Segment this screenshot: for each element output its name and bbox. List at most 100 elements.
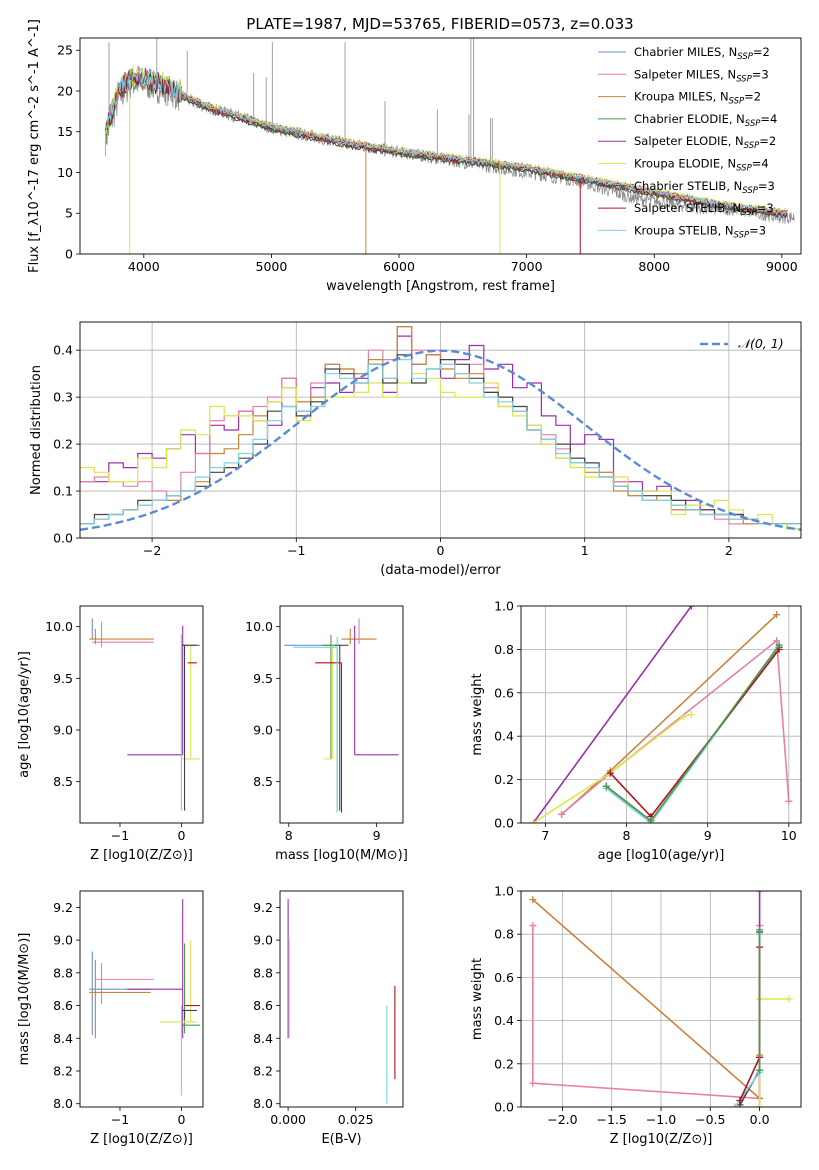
y-tick-label: 8.2: [253, 1064, 273, 1079]
weight-point: [529, 922, 537, 930]
weight-series-line: [532, 713, 692, 823]
y-tick-label: 0.4: [494, 729, 514, 744]
y-tick-label: 8.0: [253, 1096, 273, 1111]
y-tick-label: 25: [57, 43, 73, 58]
axes-frame: [79, 321, 802, 539]
legend-entry: Kroupa MILES, NSSP=2: [634, 90, 761, 107]
axes-frame: [520, 605, 802, 824]
x-tick-label: 9: [704, 828, 712, 843]
y-tick-label: 8.2: [53, 1064, 73, 1079]
y-tick-label: 0.8: [494, 642, 514, 657]
weight-series-line: [605, 644, 780, 822]
weight-point: [602, 782, 610, 790]
x-axis-label: Z [log10(Z/Z⊙)]: [90, 1132, 193, 1147]
x-tick-label: −1.5: [597, 1112, 627, 1127]
legend-entry: Salpeter ELODIE, NSSP=2: [634, 134, 776, 151]
x-tick-label: 8: [285, 828, 293, 843]
x-tick-label: 0: [177, 828, 185, 843]
x-tick-label: 0.025: [338, 1112, 374, 1127]
weight-series-line: [609, 648, 780, 818]
x-axis-label: age [log10(age/yr)]: [598, 848, 725, 863]
y-tick-label: 8.5: [253, 774, 273, 789]
y-tick-label: 10.0: [245, 619, 273, 634]
panel-residuals: −2 −1 0 1 2 0.0 0.1 0.2 0.3 0.4 (data-model)/error…: [29, 321, 802, 578]
legend-entry: Chabrier STELIB, NSSP=3: [634, 179, 775, 196]
y-axis-label: age [log10(age/yr)]: [17, 651, 32, 778]
weight-point: [529, 819, 537, 823]
weight-series-line: [532, 606, 693, 823]
x-axis-label: (data-model)/error: [380, 563, 501, 578]
weight-point: [773, 611, 781, 619]
x-tick-label: 2: [725, 543, 733, 558]
legend-entry: Kroupa STELIB, NSSP=3: [634, 223, 766, 240]
weight-point: [731, 1103, 739, 1107]
y-tick-label: 0.0: [53, 531, 73, 546]
y-tick-label: 8.4: [253, 1031, 273, 1046]
x-tick-label: 5000: [256, 259, 288, 274]
weight-point: [558, 810, 566, 818]
plot-area: [529, 891, 793, 1107]
y-tick-label: 0.0: [494, 816, 514, 831]
weight-point: [736, 1097, 744, 1105]
figure-title: PLATE=1987, MJD=53765, FIBERID=0573, z=0…: [246, 15, 633, 33]
x-tick-label: 7: [541, 828, 549, 843]
x-tick-label: 8000: [638, 259, 670, 274]
y-tick-label: 0.0: [494, 1100, 514, 1115]
legend-entry: Salpeter STELIB, NSSP=3: [634, 201, 774, 218]
x-tick-label: −1: [111, 1112, 129, 1127]
y-tick-label: 0: [65, 247, 73, 262]
weight-point: [687, 606, 695, 610]
axes-frame: [520, 890, 802, 1108]
weight-point: [775, 641, 783, 649]
weight-series-line: [532, 898, 761, 1101]
x-axis-label: Z [log10(Z/Z⊙)]: [90, 848, 193, 863]
histogram-series: [80, 359, 801, 525]
y-axis-label: Normed distribution: [29, 365, 44, 495]
plot-area: [287, 899, 396, 1104]
weight-point: [687, 711, 695, 718]
y-tick-label: 9.5: [253, 671, 273, 686]
x-tick-label: 0: [177, 1112, 185, 1127]
panel-age-vs-mass: 8 9 8.5 9.0 9.5 10.0 mass [log10(M/M⊙)]: [245, 605, 408, 863]
y-tick-label: 1.0: [494, 884, 514, 899]
axes-frame: [279, 605, 404, 824]
y-tick-label: 8.5: [53, 774, 73, 789]
y-tick-label: 9.0: [53, 933, 73, 948]
x-tick-label: 9000: [766, 259, 798, 274]
panel-mass-vs-EBV: 0.000 0.025 8.0 8.2 8.4 8.6 8.8 9.0 9.2 E(B-V): [253, 890, 404, 1147]
weight-point: [529, 1079, 537, 1087]
y-axis-label: Flux [f_λ10^-17 erg cm^-2 s^-1 A^-1]: [27, 19, 42, 273]
x-axis-label: E(B-V): [321, 1132, 361, 1147]
x-tick-label: 7000: [511, 259, 543, 274]
x-axis-label: wavelength [Angstrom, rest frame]: [326, 279, 555, 294]
x-tick-label: 10: [781, 828, 797, 843]
weight-point: [756, 1103, 764, 1107]
axes-frame: [279, 890, 404, 1108]
y-tick-label: 8.6: [253, 998, 273, 1013]
y-axis-label: mass weight: [470, 673, 485, 755]
panel-weight-vs-Z: −2.0 −1.5 −1.0 −0.5 0.0 0.0 0.2 0.4 0.6 0.8 1.0 Z […: [470, 884, 802, 1147]
y-tick-label: 0.6: [494, 685, 514, 700]
weight-series-line: [605, 646, 780, 822]
x-tick-label: −1: [287, 543, 305, 558]
model-spectrum-line: [105, 71, 788, 219]
y-tick-label: 9.0: [253, 933, 273, 948]
y-tick-label: 0.2: [494, 1056, 514, 1071]
plot-area: [284, 618, 399, 813]
axes-frame: [79, 37, 802, 255]
panel-weight-vs-age: 7 8 9 10 0.0 0.2 0.4 0.6 0.8 1.0 age [log10(age/yr…: [470, 599, 802, 863]
weight-point: [773, 637, 781, 645]
model-spectrum-line: [105, 69, 788, 217]
x-tick-label: −0.5: [695, 1112, 725, 1127]
y-tick-label: 8.8: [53, 965, 73, 980]
x-tick-label: 1: [581, 543, 589, 558]
y-axis-label: mass weight: [470, 958, 485, 1040]
weight-point: [756, 1066, 764, 1074]
y-tick-label: 0.3: [53, 390, 73, 405]
plot-area: [80, 326, 801, 531]
y-tick-label: 15: [57, 124, 73, 139]
weight-series-line: [561, 639, 790, 815]
weight-point: [756, 891, 764, 895]
y-tick-label: 20: [57, 83, 73, 98]
